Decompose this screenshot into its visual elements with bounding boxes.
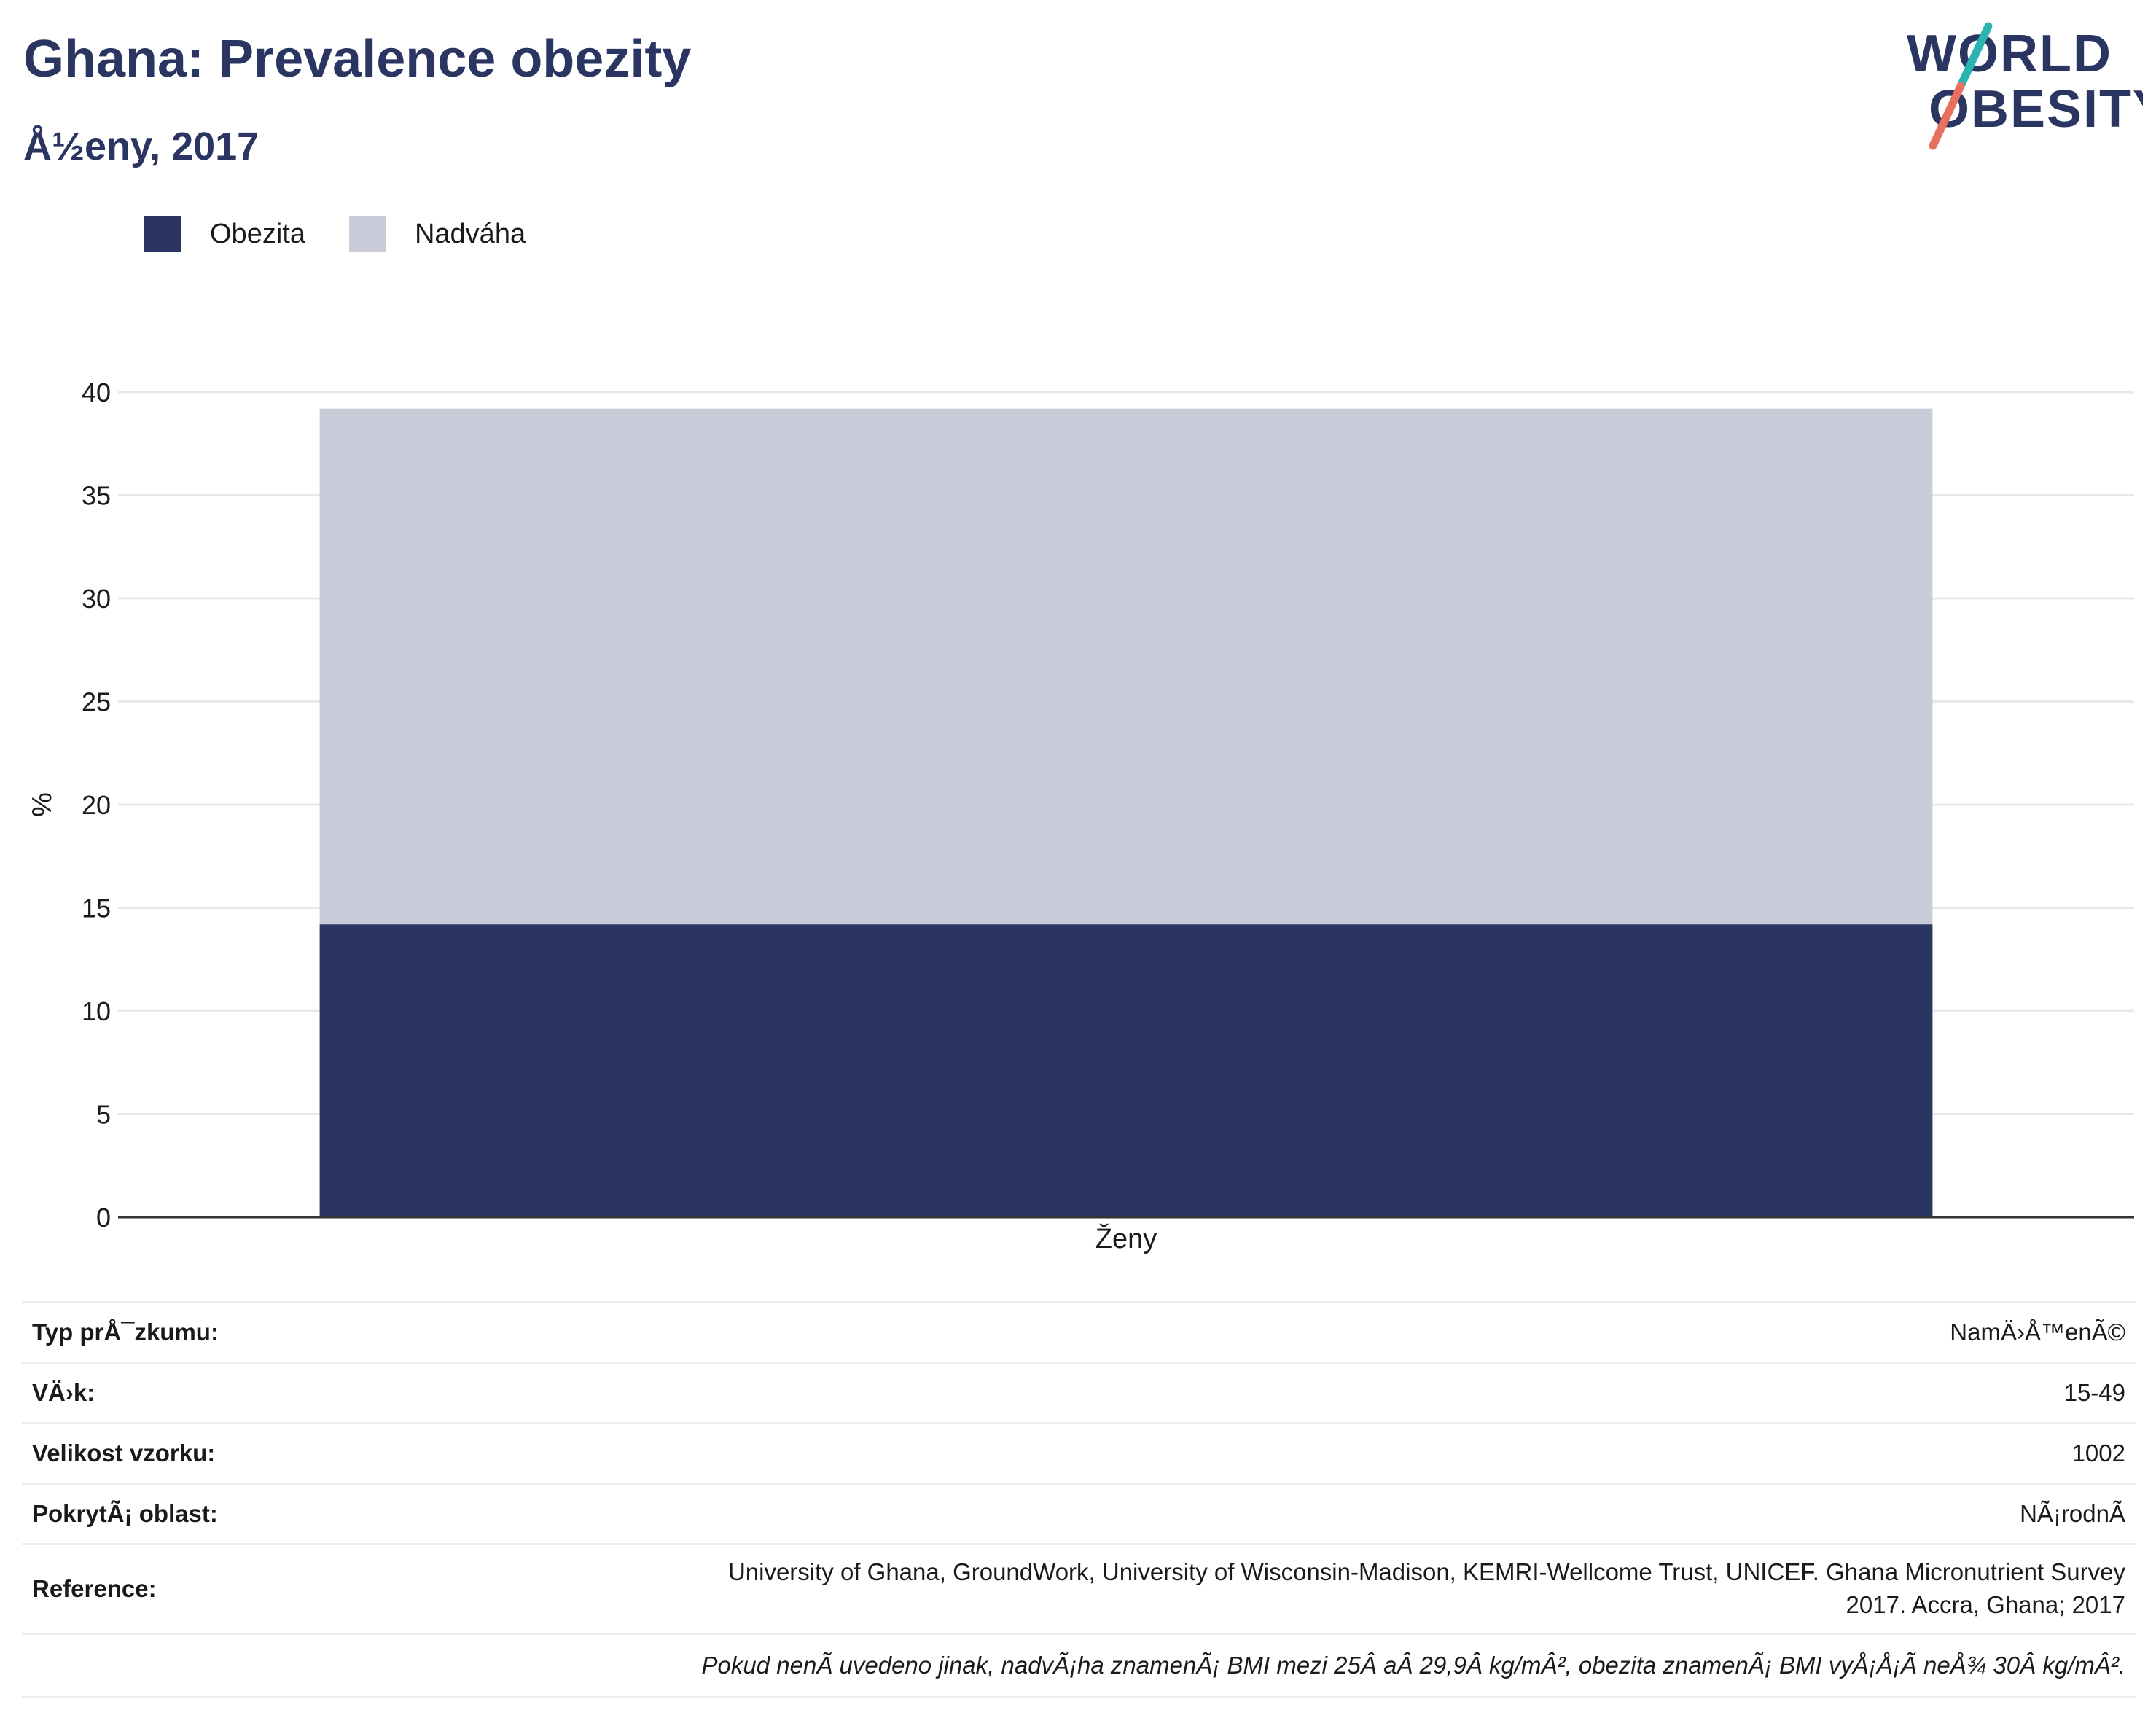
info-label-survey-type: Typ prÅ¯zkumu: — [22, 1301, 552, 1363]
x-tick-label-0: Ženy — [1095, 1223, 1157, 1254]
info-row-age: VÄ›k: 15-49 — [22, 1362, 2136, 1423]
y-tick-label-0: 0 — [96, 1203, 111, 1233]
world-obesity-logo-graphic: WORLD OBESITY — [1907, 22, 2156, 150]
info-label-age: VÄ›k: — [22, 1362, 552, 1423]
y-tick-label-40: 40 — [82, 378, 111, 407]
y-tick-label-5: 5 — [96, 1100, 111, 1130]
chart-title: Ghana: Prevalence obezity — [23, 30, 692, 88]
info-value-coverage: NÃ¡rodnÃ — [552, 1483, 2136, 1544]
logo-slash-bottom — [1929, 82, 1965, 150]
info-row-note: Pokud nenÃ uvedeno jinak, nadvÃ¡ha zname… — [22, 1633, 2136, 1698]
info-label-reference: Reference: — [22, 1543, 552, 1634]
legend-item-nadvaha: Nadváha — [348, 216, 526, 252]
y-tick-label-20: 20 — [82, 790, 111, 820]
y-tick-label-30: 30 — [82, 584, 111, 614]
logo-line-2: OBESITY — [1929, 80, 2143, 138]
chart-subtitle: Å½eny, 2017 — [23, 125, 259, 168]
bar-nadv-ha-0 — [319, 408, 1933, 925]
reference-line-2: 2017. Accra, Ghana; 2017 — [1846, 1591, 2125, 1618]
info-value-survey-type: NamÄ›Å™enÃ© — [552, 1301, 2136, 1363]
info-row-reference: Reference: University of Ghana, GroundWo… — [22, 1543, 2136, 1634]
info-row-survey-type: Typ prÅ¯zkumu: NamÄ›Å™enÃ© — [22, 1301, 2136, 1363]
info-label-sample-size: Velikost vzorku: — [22, 1422, 552, 1484]
world-obesity-logo: WORLD OBESITY — [1902, 20, 2156, 152]
logo-slash-top — [1956, 22, 1993, 90]
reference-line-1: University of Ghana, GroundWork, Univers… — [727, 1558, 2125, 1586]
info-row-coverage: PokrytÃ¡ oblast: NÃ¡rodnÃ — [22, 1483, 2136, 1544]
stacked-bar-chart: 0 5 10 15 20 25 30 35 40% Ženy — [0, 350, 2156, 1283]
definition-note: Pokud nenÃ uvedeno jinak, nadvÃ¡ha zname… — [22, 1633, 2136, 1698]
legend-label-obezita: Obezita — [210, 218, 305, 249]
info-value-age: 15-49 — [552, 1362, 2136, 1423]
logo-line-1: WORLD — [1907, 25, 2112, 83]
legend-swatch-obezita — [144, 216, 181, 252]
y-tick-label-15: 15 — [82, 894, 111, 923]
y-tick-label-10: 10 — [82, 996, 111, 1026]
survey-info-table: Typ prÅ¯zkumu: NamÄ›Å™enÃ© VÄ›k: 15-49 V… — [22, 1301, 2136, 1698]
info-value-sample-size: 1002 — [552, 1422, 2136, 1484]
bar-obezita-0 — [319, 924, 1933, 1217]
legend-swatch-nadvaha — [348, 216, 386, 252]
info-label-coverage: PokrytÃ¡ oblast: — [22, 1483, 552, 1544]
y-tick-label-35: 35 — [82, 481, 111, 511]
y-tick-label-25: 25 — [82, 687, 111, 717]
y-axis-label: % — [27, 792, 58, 817]
legend-item-obezita: Obezita — [144, 216, 305, 252]
chart-legend: Obezita Nadváha — [144, 216, 569, 252]
chart-svg: 0 5 10 15 20 25 30 35 40% Ženy — [27, 378, 2134, 1254]
info-value-reference: University of Ghana, GroundWork, Univers… — [552, 1543, 2136, 1634]
info-row-sample-size: Velikost vzorku: 1002 — [22, 1422, 2136, 1484]
legend-label-nadvaha: Nadváha — [414, 218, 526, 249]
